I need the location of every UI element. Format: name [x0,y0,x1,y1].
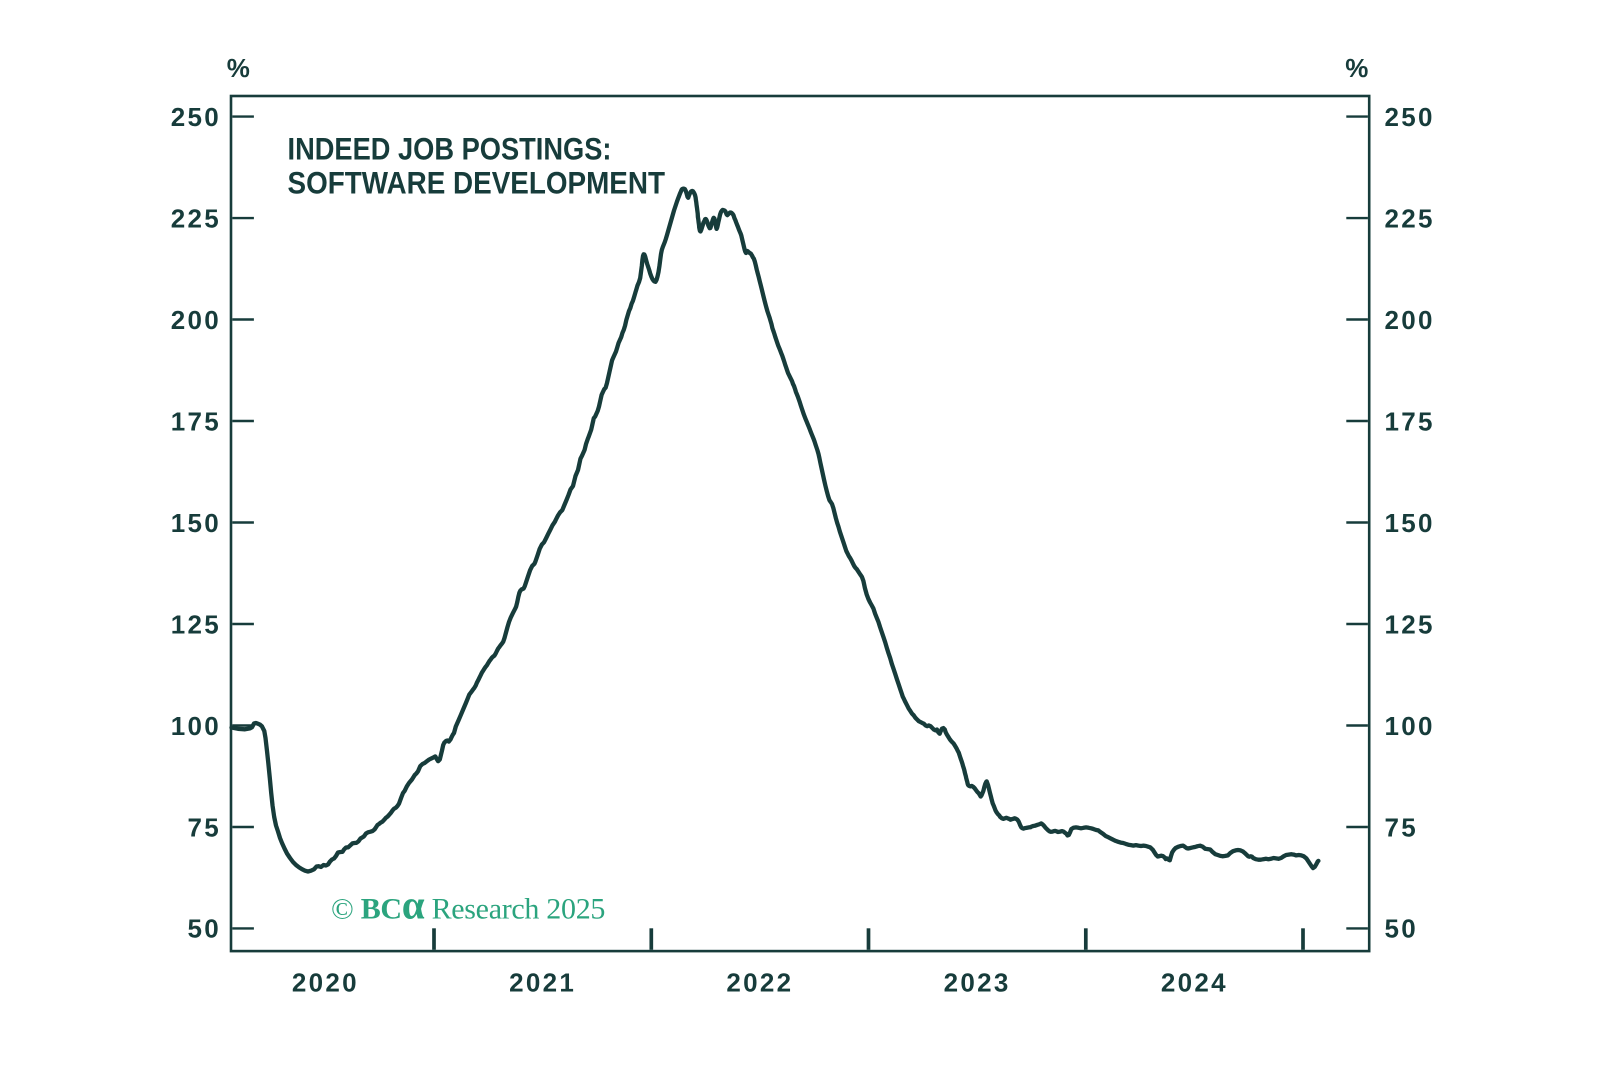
svg-text:250: 250 [171,102,221,132]
svg-text:%: % [1345,53,1370,83]
svg-text:125: 125 [1385,609,1435,639]
svg-text:2022: 2022 [726,967,793,997]
svg-text:50: 50 [187,914,221,944]
svg-text:50: 50 [1385,914,1419,944]
svg-text:INDEED JOB POSTINGS:: INDEED JOB POSTINGS: [288,131,612,167]
svg-text:2023: 2023 [944,967,1011,997]
svg-text:125: 125 [171,609,221,639]
svg-text:225: 225 [1385,203,1435,233]
svg-text:© BCα Research 2025: © BCα Research 2025 [331,882,605,928]
svg-text:75: 75 [1385,812,1419,842]
svg-text:200: 200 [1385,305,1435,335]
svg-text:2024: 2024 [1161,967,1228,997]
svg-text:2020: 2020 [292,967,359,997]
svg-text:150: 150 [171,508,221,538]
svg-text:75: 75 [187,812,221,842]
svg-text:175: 175 [171,406,221,436]
svg-text:100: 100 [171,711,221,741]
svg-text:200: 200 [171,305,221,335]
svg-text:2021: 2021 [509,967,576,997]
svg-text:SOFTWARE DEVELOPMENT: SOFTWARE DEVELOPMENT [288,165,666,201]
svg-text:100: 100 [1385,711,1435,741]
svg-text:225: 225 [171,203,221,233]
svg-text:250: 250 [1385,102,1435,132]
svg-text:175: 175 [1385,406,1435,436]
svg-text:150: 150 [1385,508,1435,538]
svg-text:%: % [227,53,252,83]
